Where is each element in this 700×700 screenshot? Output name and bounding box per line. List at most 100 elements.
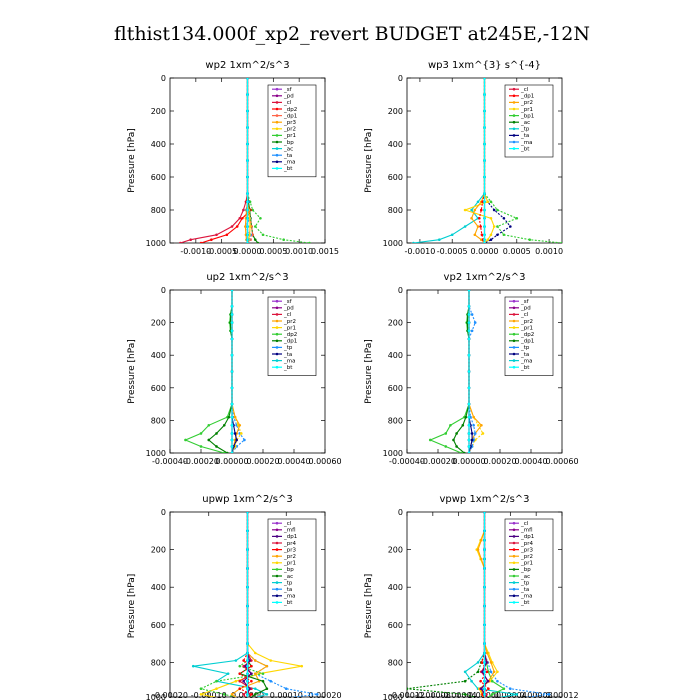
legend-entry: _pr2: [283, 127, 296, 133]
data-point: [230, 225, 234, 228]
data-point: [269, 679, 273, 683]
data-point: [238, 216, 242, 220]
legend-entry: _pr1: [283, 325, 296, 331]
data-point: [473, 432, 477, 435]
data-point: [477, 423, 480, 427]
legend-entry: _ma: [520, 594, 532, 600]
panel-4: vp2 1xm^2/s^3 Pressure [hPa] 0 200 400 600 800…: [364, 272, 579, 466]
data-point: [234, 679, 238, 683]
legend-marker: [275, 548, 279, 551]
y-tick-label: 600: [151, 384, 166, 393]
y-axis-label: Pressure [hPa]: [364, 574, 374, 639]
panel-title: upwp 1xm^2/s^3: [202, 494, 292, 505]
data-point: [234, 659, 238, 662]
data-point: [502, 687, 506, 691]
data-point: [248, 233, 251, 237]
data-point: [483, 78, 486, 80]
data-point: [250, 687, 253, 691]
data-point: [483, 585, 486, 589]
data-point: [242, 659, 245, 662]
data-point: [463, 225, 467, 228]
data-point: [246, 659, 249, 662]
legend-entry: _ta: [520, 587, 529, 593]
legend-marker: [275, 114, 279, 117]
data-point: [230, 337, 234, 341]
data-point: [486, 238, 490, 241]
legend-entry: _tp: [283, 345, 293, 351]
data-point: [238, 687, 242, 691]
data-point: [467, 415, 471, 419]
legend-entry: _sf: [520, 299, 530, 305]
legend-marker: [512, 87, 516, 91]
data-point: [246, 567, 249, 570]
data-point: [463, 670, 467, 674]
x-tick-label: 0.0000: [234, 247, 262, 256]
legend-entry: _bt: [283, 365, 293, 371]
data-point: [483, 142, 486, 146]
data-point: [235, 438, 238, 442]
data-point: [483, 175, 486, 179]
x-tick-label: 0.00000: [452, 457, 485, 466]
data-point: [479, 208, 483, 212]
data-point: [483, 687, 486, 691]
data-point: [315, 693, 319, 696]
data-point: [253, 672, 257, 675]
data-point: [246, 225, 249, 228]
data-point: [235, 225, 239, 228]
legend-marker: [512, 594, 516, 598]
legend-marker: [275, 601, 279, 604]
x-tick-label: 0.00040: [514, 457, 547, 466]
legend-marker: [275, 319, 279, 323]
series-group: [184, 290, 246, 453]
legend-entry: _bt: [283, 600, 293, 606]
data-point: [230, 451, 234, 453]
y-tick-label: 0: [398, 74, 403, 83]
legend-marker: [275, 359, 279, 362]
legend-entry: _bt: [283, 166, 293, 172]
data-point: [233, 432, 237, 435]
data-point: [240, 432, 243, 435]
data-point: [479, 225, 482, 228]
data-point: [509, 687, 512, 691]
legend-entry: _ma: [520, 140, 532, 146]
data-point: [179, 241, 182, 243]
y-tick-label: 1000: [146, 693, 166, 700]
data-point: [467, 423, 471, 427]
data-point: [467, 432, 471, 435]
data-point: [230, 353, 234, 357]
legend-marker: [512, 101, 516, 104]
data-point: [246, 126, 249, 129]
data-point: [246, 200, 249, 204]
data-point: [284, 687, 288, 691]
data-point: [184, 438, 187, 442]
y-tick-label: 0: [161, 508, 166, 517]
y-tick-label: 1000: [383, 239, 403, 248]
data-point: [246, 623, 249, 627]
data-point: [480, 233, 484, 237]
data-point: [444, 432, 448, 435]
legend-marker: [275, 120, 279, 124]
legend-marker: [512, 548, 516, 551]
legend-marker: [512, 601, 516, 604]
data-point: [248, 659, 251, 662]
data-point: [464, 415, 468, 419]
legend-entry: _cl: [520, 521, 529, 527]
data-point: [467, 337, 471, 341]
data-point: [481, 693, 484, 696]
legend-entry: _ta: [520, 133, 529, 139]
y-tick-label: 800: [151, 416, 166, 425]
y-tick-label: 600: [388, 384, 403, 393]
legend-marker: [275, 160, 279, 164]
series-line-dp1: [207, 290, 233, 453]
x-tick-label: 0.0010: [535, 247, 563, 256]
y-tick-label: 600: [388, 173, 403, 182]
data-point: [253, 693, 257, 696]
series-line-tp: [413, 78, 486, 243]
legend-marker: [275, 140, 279, 144]
legend-marker: [512, 554, 516, 558]
data-point: [246, 664, 249, 668]
data-point: [250, 664, 253, 668]
data-point: [481, 670, 484, 674]
data-point: [230, 432, 234, 435]
data-point: [253, 659, 257, 662]
